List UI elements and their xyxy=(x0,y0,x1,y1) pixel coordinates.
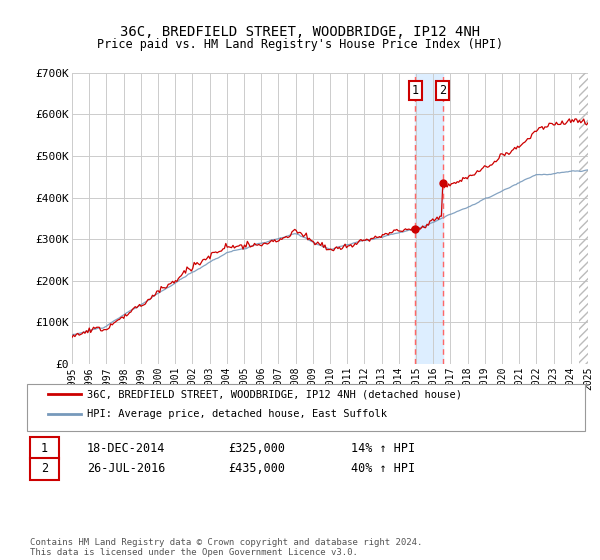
Bar xyxy=(415,73,443,364)
Text: Price paid vs. HM Land Registry's House Price Index (HPI): Price paid vs. HM Land Registry's House … xyxy=(97,38,503,51)
Text: HPI: Average price, detached house, East Suffolk: HPI: Average price, detached house, East… xyxy=(87,409,387,419)
Bar xyxy=(580,73,588,364)
Text: Contains HM Land Registry data © Crown copyright and database right 2024.
This d: Contains HM Land Registry data © Crown c… xyxy=(30,538,422,557)
Text: 14% ↑ HPI: 14% ↑ HPI xyxy=(351,441,415,455)
Text: 40% ↑ HPI: 40% ↑ HPI xyxy=(351,462,415,475)
Text: 1: 1 xyxy=(412,85,419,97)
Text: £325,000: £325,000 xyxy=(228,441,285,455)
Text: 18-DEC-2014: 18-DEC-2014 xyxy=(87,441,166,455)
Text: 36C, BREDFIELD STREET, WOODBRIDGE, IP12 4NH: 36C, BREDFIELD STREET, WOODBRIDGE, IP12 … xyxy=(120,25,480,39)
Text: 2: 2 xyxy=(41,462,48,475)
Text: 26-JUL-2016: 26-JUL-2016 xyxy=(87,462,166,475)
Text: 1: 1 xyxy=(41,441,48,455)
Text: 36C, BREDFIELD STREET, WOODBRIDGE, IP12 4NH (detached house): 36C, BREDFIELD STREET, WOODBRIDGE, IP12 … xyxy=(87,389,462,399)
Text: £435,000: £435,000 xyxy=(228,462,285,475)
Text: 2: 2 xyxy=(439,85,446,97)
